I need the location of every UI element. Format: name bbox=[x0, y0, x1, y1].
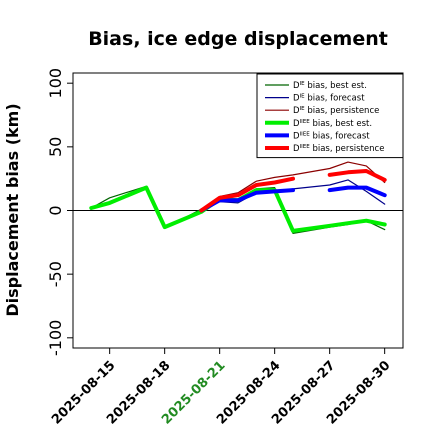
legend-label: DIE bias, best est. bbox=[293, 81, 367, 91]
chart-title: Bias, ice edge displacement bbox=[88, 28, 388, 50]
series-lines bbox=[89, 161, 387, 234]
plot-area bbox=[72, 72, 404, 349]
series-line-6-segment-2 bbox=[327, 169, 387, 182]
y-tick-label: 0 bbox=[46, 205, 65, 215]
y-tick-label: -100 bbox=[46, 320, 65, 356]
series-line-5-segment-2 bbox=[327, 185, 387, 198]
series-line-6-segment-1 bbox=[199, 176, 295, 213]
legend-label: DIE bias, persistence bbox=[293, 106, 379, 116]
legend-label: DIIEE bias, best est. bbox=[293, 119, 372, 129]
legend-label: DIE bias, forecast bbox=[293, 94, 365, 104]
legend-box bbox=[256, 73, 404, 159]
y-tick-label: -50 bbox=[46, 261, 65, 287]
y-axis-label: Displacement bias (km) bbox=[3, 103, 22, 316]
y-tick-label: 100 bbox=[46, 68, 65, 99]
legend-label: DIIEE bias, persistence bbox=[293, 144, 384, 154]
legend-label: DIIEE bias, forecast bbox=[293, 131, 370, 141]
y-tick-label: 50 bbox=[46, 137, 65, 157]
legend: DIE bias, best est. DIE bias, forecast DIE… bbox=[256, 73, 404, 159]
